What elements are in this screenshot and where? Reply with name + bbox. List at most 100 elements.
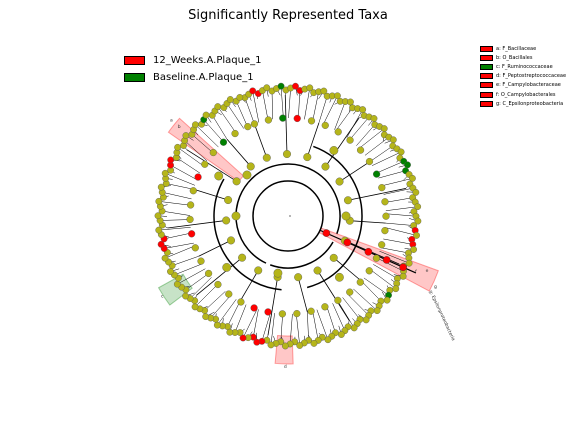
branch	[361, 280, 382, 302]
taxon-node	[294, 273, 303, 282]
branch	[170, 164, 198, 180]
legend-label: 12_Weeks.A.Plaque_1	[153, 55, 262, 66]
taxon-node	[307, 307, 315, 315]
taxon-node	[264, 116, 273, 124]
taxon-node	[372, 254, 381, 262]
taxon-node	[219, 138, 228, 146]
shade-label-e: e	[426, 269, 429, 274]
enriched-node-g	[399, 263, 407, 272]
branch	[185, 273, 209, 291]
taxon-node	[307, 117, 316, 125]
branch	[162, 210, 191, 216]
branch	[298, 90, 301, 119]
taxon-node	[335, 177, 344, 186]
shade-label-f: f	[415, 269, 417, 275]
taxon-node	[397, 148, 405, 156]
taxon-node	[244, 123, 252, 131]
branch	[371, 151, 402, 166]
taxon-node	[278, 310, 286, 318]
taxon-node	[383, 296, 391, 304]
taxon-node	[320, 87, 328, 95]
taxon-node	[381, 227, 389, 235]
branch	[353, 288, 378, 311]
branch	[342, 297, 361, 320]
clade-legend-label: g: C_Epsilonproteobacteria	[496, 100, 564, 107]
branch	[203, 119, 224, 143]
taxon-node-inner	[222, 263, 232, 272]
enriched-node-g	[322, 229, 331, 237]
taxon-node	[232, 177, 241, 186]
taxon-node	[321, 162, 330, 171]
branch	[226, 138, 252, 167]
branch	[289, 313, 293, 345]
taxon-node	[226, 328, 234, 336]
branch	[325, 117, 360, 167]
clade-legend-item-d: d: F_Peptostreptococcaceae	[480, 72, 566, 81]
branch	[166, 183, 194, 190]
branch	[191, 134, 214, 154]
branch	[158, 201, 191, 206]
branch	[212, 115, 228, 140]
branch	[318, 96, 328, 124]
branch	[347, 188, 406, 201]
taxon-node	[399, 272, 407, 280]
taxon-node	[404, 161, 411, 169]
taxon-node	[182, 292, 189, 300]
taxon-node	[263, 84, 271, 92]
branch	[252, 90, 260, 123]
taxon-node	[267, 341, 275, 349]
taxon-node	[392, 285, 400, 293]
shade-label-c: c	[161, 295, 164, 300]
enriched-node-g	[364, 247, 373, 256]
taxon-node	[389, 136, 397, 144]
branch	[363, 277, 389, 296]
branch	[364, 136, 390, 156]
branch	[177, 268, 206, 285]
clade-legend-item-f: f: O_Campylobacterales	[480, 90, 566, 99]
taxon-node-inner	[273, 268, 283, 278]
clade-legend-item-c: c: F_Ruminococcaceae	[480, 62, 566, 71]
branch	[196, 257, 243, 296]
taxon-node	[414, 217, 422, 225]
branch	[385, 213, 417, 217]
taxon-node	[282, 150, 291, 159]
clade-swatch	[480, 73, 493, 80]
taxon-node	[334, 128, 342, 136]
branch	[369, 145, 393, 163]
taxon-node	[410, 246, 418, 253]
legend-swatch-green	[124, 73, 145, 82]
taxon-node	[293, 310, 301, 318]
clade-legend-item-e: e: F_Campylobacteraceae	[480, 81, 566, 90]
taxon-node	[365, 157, 374, 166]
branch	[172, 256, 199, 266]
branch	[284, 95, 288, 155]
taxon-node	[380, 125, 388, 133]
branch	[326, 305, 336, 333]
taxon-node	[174, 143, 182, 151]
shade-label-a: a	[170, 119, 173, 124]
taxon-node-inner	[341, 211, 351, 221]
branch	[158, 227, 191, 231]
branch	[217, 299, 237, 326]
branch	[174, 263, 203, 276]
clade-swatch	[480, 45, 493, 52]
taxon-node	[237, 298, 245, 306]
branch	[317, 270, 350, 321]
ring-arc-1	[269, 241, 334, 269]
branch	[160, 219, 191, 221]
taxon-node	[157, 183, 165, 191]
class-legend: 12_Weeks.A.Plaque_1 Baseline.A.Plaque_1	[124, 52, 262, 86]
taxon-node	[310, 339, 318, 347]
clade-swatch	[480, 63, 493, 70]
branch	[210, 295, 231, 319]
branch	[385, 197, 413, 203]
taxon-node	[373, 170, 381, 178]
taxon-node	[250, 304, 258, 312]
clade-swatch	[480, 82, 493, 89]
taxon-node	[222, 216, 231, 225]
shade-label-g-long: g: Epsilonproteobacteria	[427, 289, 456, 342]
taxon-node	[382, 212, 390, 220]
taxon-node	[155, 226, 163, 234]
clade-legend-label: f: O_Campylobacterales	[496, 91, 556, 98]
taxon-node	[213, 321, 221, 329]
